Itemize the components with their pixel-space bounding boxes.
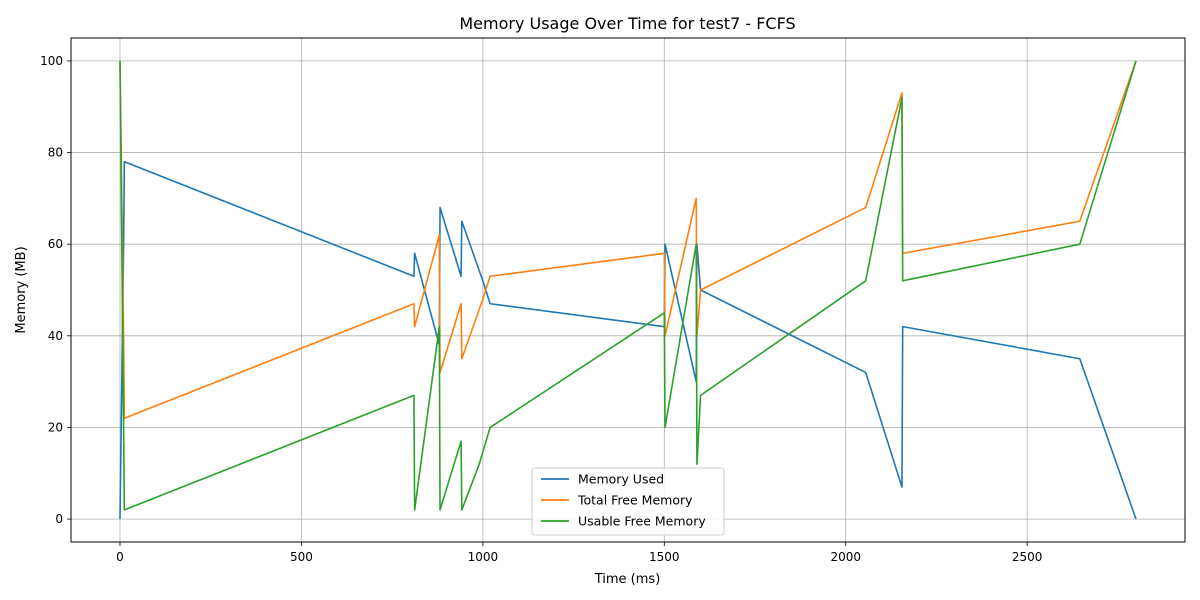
x-tick-label: 1500: [649, 550, 680, 564]
x-tick-label: 1000: [468, 550, 499, 564]
plot-area: 0 500 1000 1500 2000 2500 0 20 40 60 80 100: [40, 37, 1186, 564]
legend-label: Total Free Memory: [577, 493, 693, 508]
series-line-memory-used: [119, 160, 1137, 520]
x-tick-label: 2500: [1012, 550, 1043, 564]
y-axis-label: Memory (MB): [14, 246, 29, 333]
y-tick-label: 0: [55, 512, 63, 526]
y-tick-label: 60: [48, 237, 63, 251]
y-tick-label: 100: [40, 54, 63, 68]
x-tick-label: 500: [290, 550, 313, 564]
y-tick-label: 80: [48, 146, 63, 160]
series-line-usable-free-memory: [119, 60, 1137, 511]
legend: Memory Used Total Free Memory Usable Free …: [531, 467, 725, 536]
legend-box: [531, 467, 725, 536]
chart-title: Memory Usage Over Time for test7 - FCFS: [459, 14, 795, 33]
series-line-total-free-memory: [119, 60, 1137, 420]
legend-label: Usable Free Memory: [578, 514, 706, 529]
axis-ticks: 0 500 1000 1500 2000 2500 0 20 40 60 80 100: [40, 54, 1042, 564]
series-lines: [119, 60, 1137, 520]
x-tick-label: 2000: [830, 550, 861, 564]
x-tick-label: 0: [116, 550, 124, 564]
axes-frame: [70, 37, 1186, 543]
grid-lines: [71, 38, 1185, 542]
legend-label: Memory Used: [578, 472, 664, 487]
y-tick-label: 20: [48, 420, 63, 434]
x-axis-label: Time (ms): [594, 572, 661, 587]
y-tick-label: 40: [48, 329, 63, 343]
